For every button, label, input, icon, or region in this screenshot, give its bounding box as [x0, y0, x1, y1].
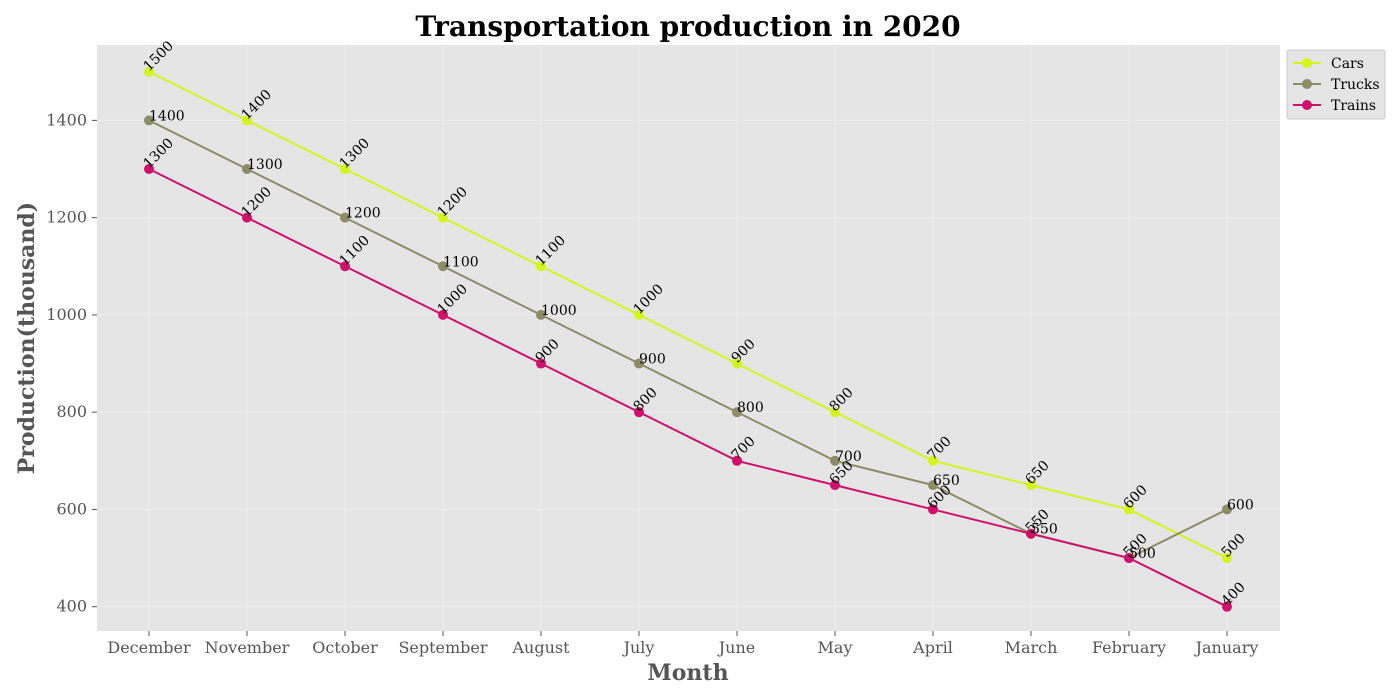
data-point-cars	[928, 455, 938, 466]
data-point-cars	[242, 115, 252, 126]
data-point-cars	[634, 309, 644, 320]
data-label-trucks: 900	[639, 352, 666, 368]
series-layer	[144, 66, 1232, 612]
series-line-cars	[148, 70, 1228, 559]
data-label-trucks: 1200	[345, 206, 381, 222]
data-label-trucks: 500	[1129, 546, 1156, 562]
data-point-trucks	[340, 212, 350, 223]
grid	[97, 45, 1280, 631]
series-line-trains	[148, 168, 1228, 608]
data-label-trucks: 1100	[443, 254, 479, 270]
x-tick-label: September	[398, 638, 487, 657]
x-tick-label: January	[1194, 638, 1259, 657]
data-label-trucks: 800	[737, 400, 764, 416]
data-point-trucks	[144, 115, 154, 126]
data-label-trucks: 1000	[541, 303, 577, 319]
legend-label-trains: Trains	[1331, 98, 1376, 114]
x-tick-label: August	[511, 638, 570, 657]
data-point-trucks	[830, 455, 840, 466]
data-label-trucks: 1400	[149, 108, 185, 124]
x-tick-label: May	[818, 638, 853, 657]
legend-marker-cars	[1302, 58, 1312, 68]
x-tick-label: March	[1005, 638, 1058, 657]
data-point-trains	[1026, 528, 1036, 539]
legend-label-trucks: Trucks	[1331, 77, 1380, 93]
data-point-cars	[732, 358, 742, 369]
data-point-trains	[1124, 553, 1134, 564]
x-tick-label: July	[622, 638, 655, 657]
y-axis-label: Production(thousand)	[14, 202, 40, 474]
data-point-cars	[438, 212, 448, 223]
data-label-trucks: 1300	[247, 157, 283, 173]
data-point-trains	[536, 358, 546, 369]
y-tick-label: 1200	[46, 208, 87, 227]
data-point-cars	[830, 407, 840, 418]
y-axis-ticks: 400 600 800 1000 1200 1400	[46, 110, 97, 616]
y-tick-label: 800	[56, 402, 87, 421]
x-tick-label: April	[912, 638, 953, 657]
data-point-trucks	[928, 480, 938, 491]
data-label-trucks: 650	[933, 473, 960, 489]
data-point-cars	[536, 261, 546, 272]
chart-title: Transportation production in 2020	[415, 10, 960, 43]
x-tick-label: October	[312, 638, 378, 657]
data-point-trains	[340, 261, 350, 272]
data-label-trucks: 700	[835, 449, 862, 465]
data-point-trains	[928, 504, 938, 515]
plot-area	[97, 45, 1280, 631]
x-axis-label: Month	[647, 660, 728, 686]
data-point-trucks	[732, 407, 742, 418]
y-tick-label: 1000	[46, 305, 87, 324]
y-tick-label: 400	[56, 597, 87, 616]
data-point-trains	[830, 480, 840, 491]
legend-box	[1286, 49, 1386, 120]
data-point-cars	[144, 66, 154, 77]
data-point-trains	[144, 164, 154, 175]
legend-marker-trains	[1302, 100, 1312, 110]
data-label-trucks: 550	[1031, 522, 1058, 538]
x-tick-label: December	[107, 638, 191, 657]
data-point-trucks	[536, 309, 546, 320]
data-point-cars	[1026, 480, 1036, 491]
x-tick-label: November	[205, 638, 290, 657]
data-point-cars	[340, 164, 350, 175]
data-point-trucks	[438, 261, 448, 272]
y-tick-label: 1400	[46, 110, 87, 129]
data-point-trucks	[634, 358, 644, 369]
legend-label-cars: Cars	[1331, 56, 1364, 72]
data-label-trucks: 600	[1227, 497, 1254, 513]
data-point-cars	[1222, 553, 1232, 564]
x-tick-label: June	[717, 638, 756, 657]
data-point-trucks	[242, 164, 252, 175]
x-axis-ticks: December November October September August Ju…	[107, 631, 1258, 657]
data-point-trains	[242, 212, 252, 223]
data-point-cars	[1124, 504, 1134, 515]
data-point-trains	[732, 455, 742, 466]
data-point-trains	[634, 407, 644, 418]
data-point-trains	[1222, 601, 1232, 612]
data-point-trucks	[1222, 504, 1232, 515]
x-tick-label: February	[1092, 638, 1166, 657]
legend-marker-trucks	[1302, 79, 1312, 89]
legend: Cars Trucks Trains	[1286, 49, 1386, 120]
data-point-trains	[438, 309, 448, 320]
y-tick-label: 600	[56, 499, 87, 518]
